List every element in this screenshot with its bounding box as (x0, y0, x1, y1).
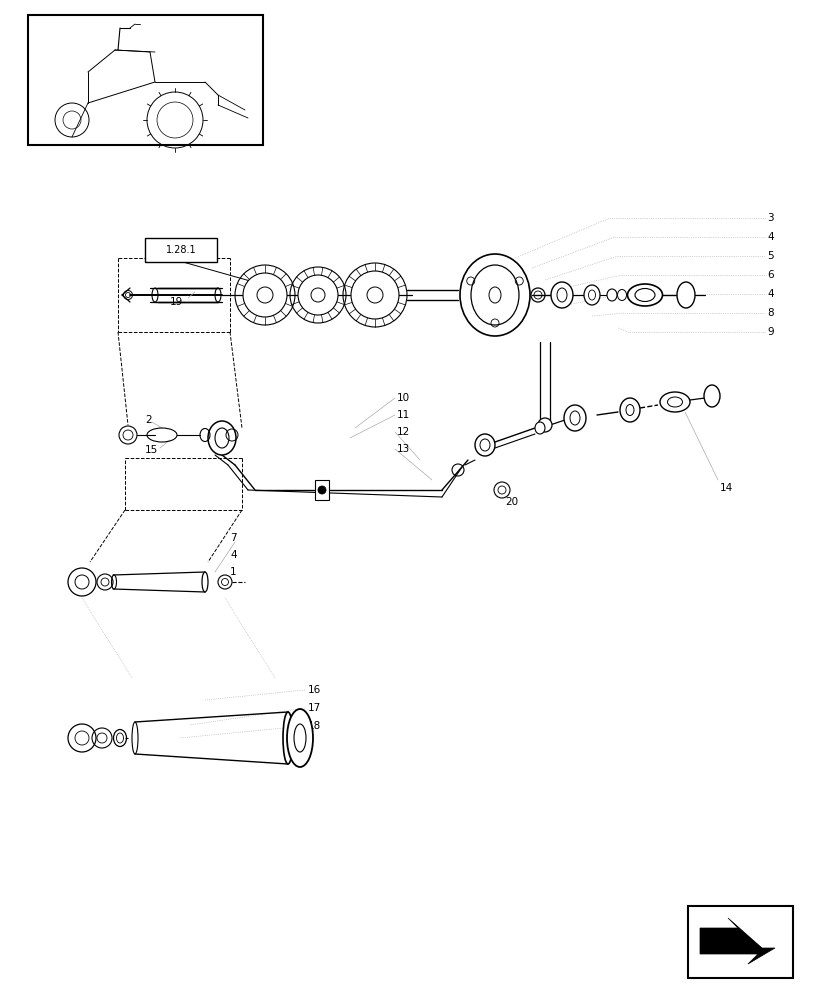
Ellipse shape (676, 282, 694, 308)
Text: 4: 4 (766, 289, 772, 299)
Ellipse shape (538, 418, 552, 432)
Bar (28, 15, 263, 145)
Ellipse shape (659, 392, 689, 412)
Bar (687, 906, 792, 978)
Text: 4: 4 (230, 550, 237, 560)
Text: 4: 4 (766, 232, 772, 242)
Circle shape (351, 271, 399, 319)
Text: 1.28.1: 1.28.1 (165, 245, 196, 255)
Ellipse shape (460, 254, 529, 336)
Text: 12: 12 (396, 427, 409, 437)
Ellipse shape (208, 421, 236, 455)
Text: 10: 10 (396, 393, 409, 403)
Circle shape (298, 275, 337, 315)
Ellipse shape (619, 398, 639, 422)
Circle shape (318, 486, 326, 494)
Ellipse shape (202, 572, 208, 592)
Circle shape (242, 273, 287, 317)
Bar (145, 238, 217, 262)
Polygon shape (699, 918, 774, 964)
Text: 11: 11 (396, 410, 409, 420)
Ellipse shape (283, 712, 293, 764)
Text: 13: 13 (396, 444, 409, 454)
Text: 9: 9 (766, 327, 772, 337)
Ellipse shape (563, 405, 586, 431)
Ellipse shape (703, 385, 719, 407)
Text: 20: 20 (504, 497, 518, 507)
Text: 3: 3 (766, 213, 772, 223)
Text: 14: 14 (719, 483, 733, 493)
Ellipse shape (534, 422, 544, 434)
Bar (314, 480, 328, 500)
Ellipse shape (550, 282, 572, 308)
Text: 17: 17 (308, 703, 321, 713)
Ellipse shape (606, 289, 616, 301)
Text: 7: 7 (230, 533, 237, 543)
Text: 18: 18 (308, 721, 321, 731)
Text: 5: 5 (766, 251, 772, 261)
Ellipse shape (287, 709, 313, 767)
Text: 2: 2 (145, 415, 151, 425)
Text: 1: 1 (230, 567, 237, 577)
Ellipse shape (627, 284, 662, 306)
Text: 6: 6 (766, 270, 772, 280)
Text: 19: 19 (170, 297, 183, 307)
Ellipse shape (475, 434, 495, 456)
Text: 15: 15 (145, 445, 158, 455)
Ellipse shape (583, 285, 600, 305)
Ellipse shape (617, 290, 626, 300)
Text: 8: 8 (766, 308, 772, 318)
Text: 16: 16 (308, 685, 321, 695)
